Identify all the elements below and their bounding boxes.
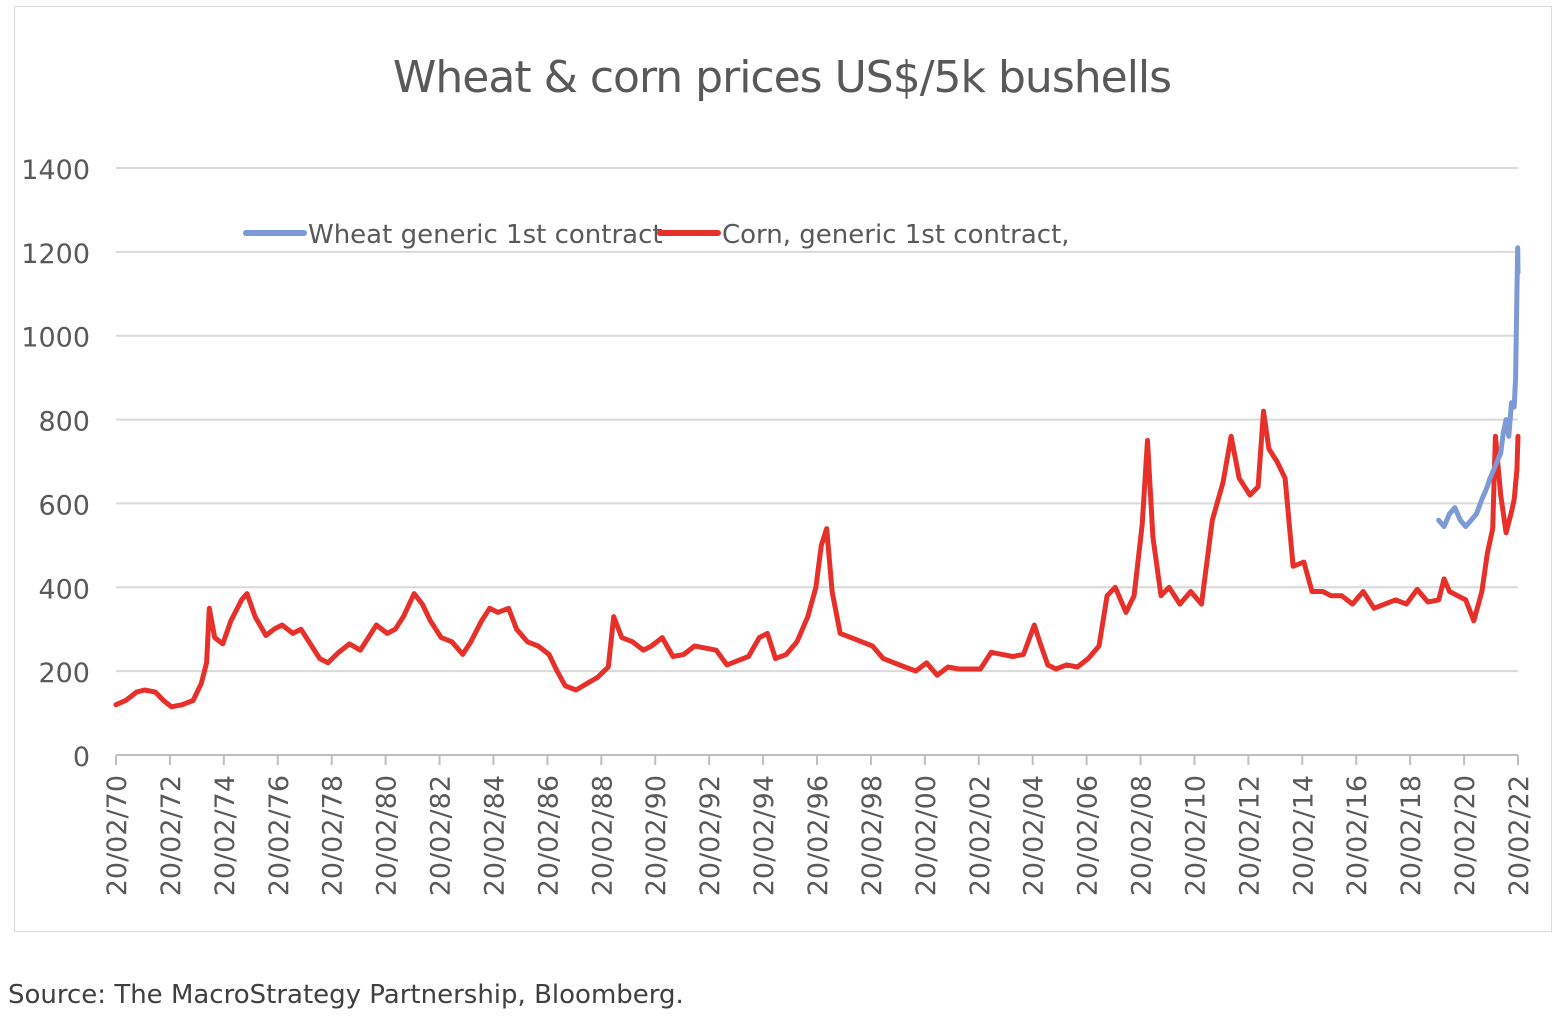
x-tick-label: 20/02/02 bbox=[965, 775, 996, 896]
x-tick-label: 20/02/76 bbox=[264, 775, 295, 896]
x-tick-label: 20/02/72 bbox=[156, 775, 187, 896]
x-tick-label: 20/02/88 bbox=[587, 775, 618, 896]
x-tick-label: 20/02/20 bbox=[1450, 775, 1481, 896]
legend-label: Corn, generic 1st contract, bbox=[722, 220, 1070, 250]
x-tick-label: 20/02/08 bbox=[1127, 775, 1158, 896]
x-tick-label: 20/02/00 bbox=[911, 775, 942, 896]
y-tick-label: 200 bbox=[38, 658, 90, 689]
x-tick-label: 20/02/04 bbox=[1019, 775, 1050, 896]
y-tick-label: 1000 bbox=[21, 323, 90, 354]
x-tick-label: 20/02/22 bbox=[1504, 775, 1535, 896]
line-chart: 0 200 400 600 800 1000 1200 1400 20/02/70 20/02/7… bbox=[21, 155, 1535, 896]
y-tick-label: 600 bbox=[38, 490, 90, 521]
x-tick-label: 20/02/70 bbox=[102, 775, 133, 896]
gridlines bbox=[116, 167, 1518, 673]
series-line-corn bbox=[113, 408, 1521, 710]
x-tick-label: 20/02/16 bbox=[1342, 775, 1373, 896]
x-tick-label: 20/02/80 bbox=[372, 775, 403, 896]
x-tick-label: 20/02/18 bbox=[1396, 775, 1427, 896]
y-tick-label: 1400 bbox=[21, 155, 90, 186]
x-tick-label: 20/02/90 bbox=[641, 775, 672, 896]
x-tick-label: 20/02/14 bbox=[1288, 775, 1319, 896]
y-tick-label: 400 bbox=[38, 574, 90, 605]
x-tick-label: 20/02/98 bbox=[857, 775, 888, 896]
y-tick-label: 1200 bbox=[21, 239, 90, 270]
x-tick-label: 20/02/96 bbox=[803, 775, 834, 896]
x-tick-label: 20/02/06 bbox=[1073, 775, 1104, 896]
x-tick-label: 20/02/74 bbox=[210, 775, 241, 896]
y-tick-label: 800 bbox=[38, 407, 90, 438]
chart-frame bbox=[14, 6, 1552, 932]
x-tick-label: 20/02/86 bbox=[533, 775, 564, 896]
x-tick-label: 20/02/10 bbox=[1180, 775, 1211, 896]
series-line-wheat bbox=[1436, 245, 1521, 529]
x-tick-label: 20/02/12 bbox=[1234, 775, 1265, 896]
x-tick-label: 20/02/78 bbox=[318, 775, 349, 896]
x-tick-label: 20/02/92 bbox=[695, 775, 726, 896]
x-tick-label: 20/02/84 bbox=[479, 775, 510, 896]
x-tick-label: 20/02/82 bbox=[426, 775, 457, 896]
source-note: Source: The MacroStrategy Partnership, B… bbox=[8, 980, 684, 1010]
chart-title: Wheat & corn prices US$/5k bushells bbox=[392, 52, 1172, 103]
x-tick-label: 20/02/94 bbox=[749, 775, 780, 896]
axes: 0 200 400 600 800 1000 1200 1400 20/02/70 20/02/7… bbox=[21, 155, 1535, 896]
series bbox=[113, 245, 1521, 710]
legend-label: Wheat generic 1st contract bbox=[308, 220, 663, 250]
y-tick-label: 0 bbox=[73, 742, 90, 773]
legend: Wheat generic 1st contract Corn, generic … bbox=[243, 220, 1070, 250]
